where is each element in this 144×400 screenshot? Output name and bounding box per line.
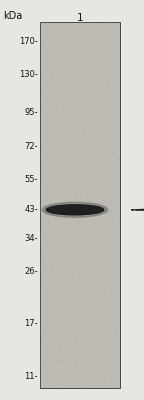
Text: 1: 1	[77, 13, 83, 23]
Text: 34-: 34-	[24, 234, 38, 243]
Ellipse shape	[42, 202, 108, 217]
Text: 43-: 43-	[24, 205, 38, 214]
Text: 11-: 11-	[24, 372, 38, 381]
Text: 170-: 170-	[19, 37, 38, 46]
Text: 95-: 95-	[24, 108, 38, 118]
Text: 72-: 72-	[24, 142, 38, 151]
Text: 55-: 55-	[24, 175, 38, 184]
Bar	[40, 22, 120, 388]
Text: 26-: 26-	[24, 267, 38, 276]
Text: kDa: kDa	[3, 11, 22, 21]
Ellipse shape	[46, 205, 104, 215]
Text: 17-: 17-	[24, 319, 38, 328]
Text: 130-: 130-	[19, 70, 38, 79]
